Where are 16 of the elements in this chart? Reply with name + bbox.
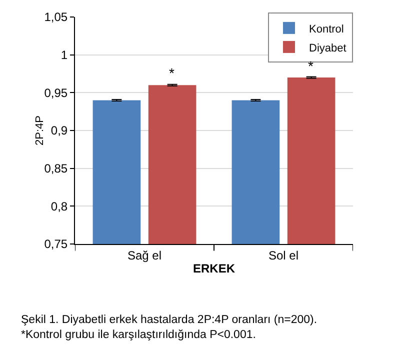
annotation: * <box>308 58 314 74</box>
y-tick-label: 1 <box>60 48 68 62</box>
y-tick-label: 0,8 <box>50 199 68 214</box>
x-tick-label: Sol el <box>268 248 299 262</box>
text: Şekil 1. Diyabetli erkek hastalarda 2P:4P oranları (n=200). *Kontrol grubu ile karşılaştırıldığında P<0.001. <box>21 314 318 341</box>
y-tick-label: 0,95 <box>44 86 68 100</box>
legend-label: Kontrol <box>309 23 344 36</box>
legend-label: Diyabet <box>309 42 346 54</box>
x-axis-title: ERKEK <box>192 261 236 276</box>
y-tick-label: 0,75 <box>44 237 68 252</box>
x-tick-label: Sağ el <box>127 248 162 262</box>
y-tick-label: 1,05 <box>44 10 68 24</box>
y-axis-title: 2P:4P <box>34 116 46 146</box>
y-tick-label: 0,9 <box>50 124 68 138</box>
y-tick-label: 0,85 <box>44 162 68 176</box>
annotation: * <box>169 65 175 81</box>
